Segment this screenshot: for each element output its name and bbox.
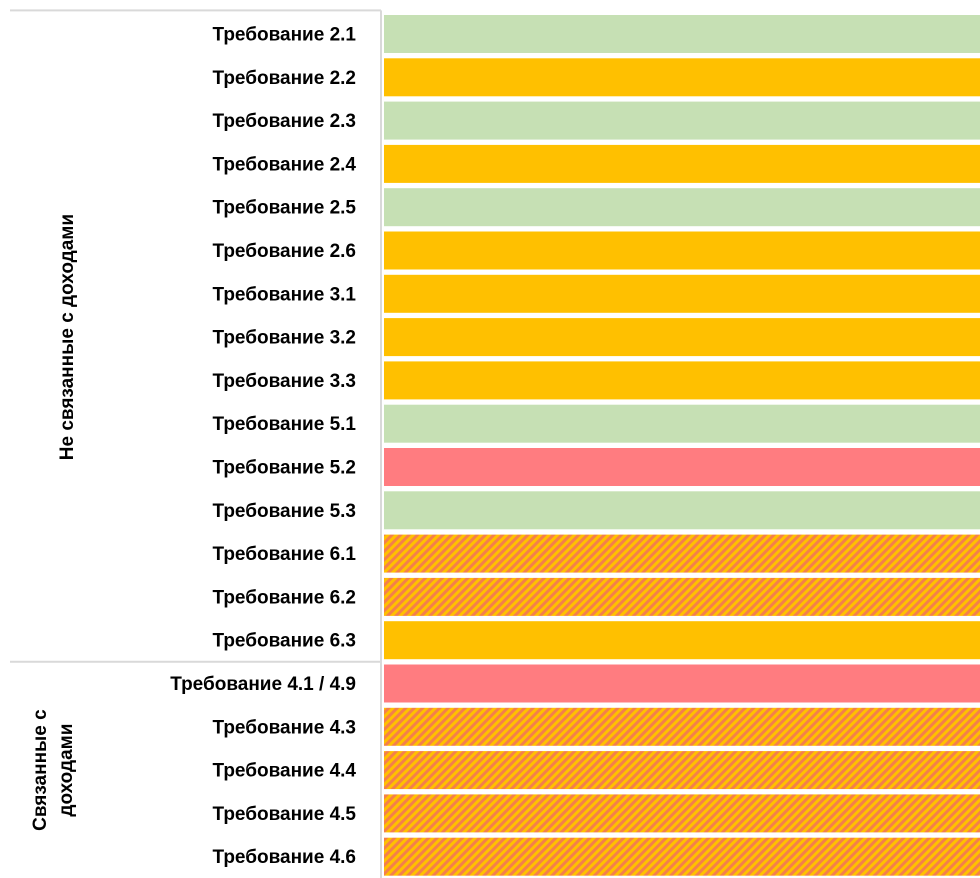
status-bar-0-0 (384, 15, 980, 53)
status-bar-0-8 (384, 361, 980, 400)
status-bar-0-6 (384, 274, 980, 313)
row-label-1-2: Требование 4.4 (212, 761, 356, 782)
row-label-0-5: Требование 2.6 (212, 241, 356, 262)
status-bar-1-1 (384, 707, 980, 746)
group-label-text-0: Не связанные с доходами (57, 214, 78, 460)
group-label-text-1: Связанные с доходами (30, 709, 77, 831)
row-label-0-6: Требование 3.1 (212, 284, 356, 305)
row-label-0-8: Требование 3.3 (212, 371, 356, 392)
status-bar-1-4 (384, 837, 980, 876)
row-label-0-1: Требование 2.2 (212, 68, 356, 89)
row-label-0-4: Требование 2.5 (212, 198, 356, 219)
row-label-0-0: Требование 2.1 (212, 25, 356, 46)
status-bar-0-9 (384, 404, 980, 443)
bars-layer (384, 15, 980, 876)
row-label-0-14: Требование 6.3 (212, 631, 356, 652)
status-bar-0-4 (384, 188, 980, 227)
group-labels-layer: Не связанные с доходами Связанные с дохода… (30, 214, 78, 831)
row-label-0-10: Требование 5.2 (212, 458, 356, 479)
status-bar-1-0 (384, 664, 980, 703)
row-label-1-0: Требование 4.1 / 4.9 (170, 674, 356, 695)
group-label-1: Связанные с доходами (30, 709, 77, 831)
divider-lines-layer (10, 9, 382, 878)
status-bar-0-1 (384, 58, 980, 97)
row-labels-layer: Требование 2.1 Требование 2.2 Требование 2… (170, 25, 356, 869)
status-bar-0-12 (384, 534, 980, 573)
row-label-0-9: Требование 5.1 (212, 414, 356, 435)
status-bar-0-2 (384, 101, 980, 140)
group-label-0: Не связанные с доходами (57, 214, 78, 460)
row-label-0-7: Требование 3.2 (212, 328, 356, 349)
status-bar-0-11 (384, 491, 980, 530)
status-bar-0-7 (384, 318, 980, 357)
status-bar-0-14 (384, 621, 980, 660)
status-bar-1-2 (384, 751, 980, 790)
status-bar-0-13 (384, 577, 980, 616)
row-label-1-4: Требование 4.6 (212, 847, 356, 868)
row-label-1-3: Требование 4.5 (212, 804, 356, 825)
row-label-0-12: Требование 6.1 (212, 544, 356, 565)
row-label-0-2: Требование 2.3 (212, 111, 356, 132)
row-label-1-1: Требование 4.3 (212, 717, 356, 738)
row-label-0-13: Требование 6.2 (212, 587, 356, 608)
status-bar-0-10 (384, 448, 980, 486)
status-bar-0-5 (384, 231, 980, 270)
status-bar-1-3 (384, 794, 980, 833)
row-label-0-11: Требование 5.3 (212, 501, 356, 522)
status-bar-0-3 (384, 144, 980, 183)
row-label-0-3: Требование 2.4 (212, 154, 356, 175)
